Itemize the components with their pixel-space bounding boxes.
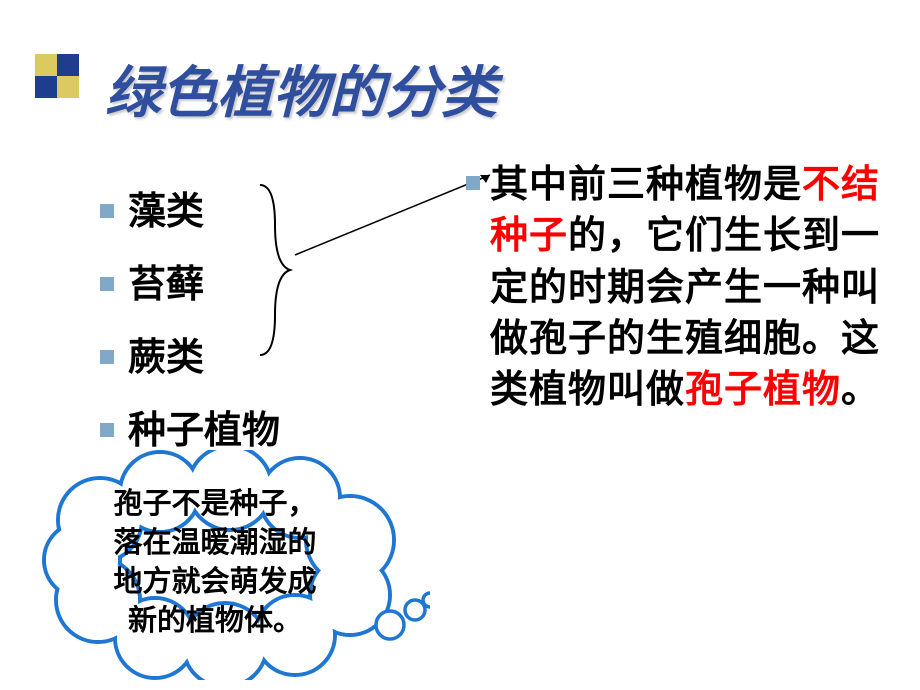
cloud-line: 地方就会萌发成 — [60, 563, 370, 602]
bullet-icon — [100, 277, 114, 291]
list-item: 藻类 — [100, 180, 280, 235]
list-item-label: 种子植物 — [128, 399, 280, 454]
list-item-label: 苔藓 — [128, 253, 204, 308]
body-text: 。 — [841, 369, 880, 411]
cloud-line: 新的植物体。 — [60, 602, 370, 641]
title-square-icon — [35, 76, 57, 98]
bullet-icon — [100, 350, 114, 364]
body-text: 其中前三种植物是 — [490, 164, 802, 206]
left-list: 藻类苔藓蕨类种子植物 — [100, 180, 280, 472]
right-text: 其中前三种植物是不结种子的，它们生长到一定的时期会产生一种叫做孢子的生殖细胞。这… — [490, 160, 910, 416]
highlight-text: 孢子植物 — [685, 369, 841, 411]
slide-title: 绿色植物的分类 — [105, 48, 497, 129]
title-bar: 绿色植物的分类 — [35, 48, 497, 129]
title-square-icon — [35, 54, 57, 76]
bullet-icon — [100, 204, 114, 218]
cloud-text: 孢子不是种子，落在温暖潮湿的地方就会萌发成新的植物体。 — [60, 485, 370, 642]
list-item-label: 蕨类 — [128, 326, 204, 381]
list-item-label: 藻类 — [128, 180, 204, 235]
list-item: 苔藓 — [100, 253, 280, 308]
content-area: 藻类苔藓蕨类种子植物 其中前三种植物是不结种子的，它们生长到一定的时期会产生一种… — [0, 160, 920, 690]
right-paragraph: 其中前三种植物是不结种子的，它们生长到一定的时期会产生一种叫做孢子的生殖细胞。这… — [490, 160, 910, 416]
title-square-icon — [57, 54, 79, 76]
bullet-icon — [100, 423, 114, 437]
list-item: 蕨类 — [100, 326, 280, 381]
brace-icon — [255, 180, 295, 360]
cloud-line: 落在温暖潮湿的 — [60, 524, 370, 563]
list-item: 种子植物 — [100, 399, 280, 454]
bullet-icon — [466, 176, 480, 190]
cloud-line: 孢子不是种子， — [60, 485, 370, 524]
slide: 绿色植物的分类 藻类苔藓蕨类种子植物 其中前三种植物是不结种子的，它们生长到一定… — [0, 0, 920, 690]
title-square-icon — [57, 76, 79, 98]
